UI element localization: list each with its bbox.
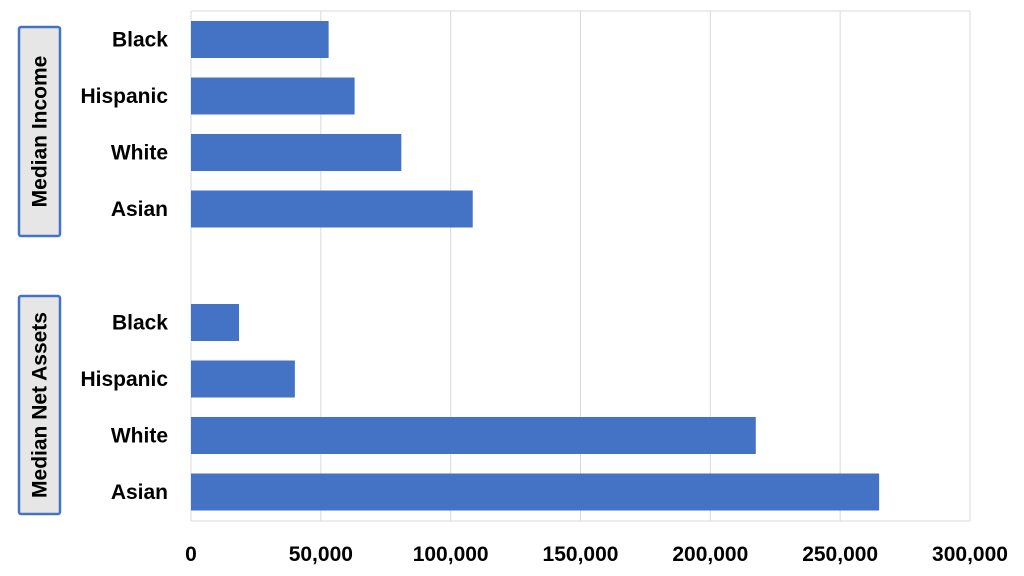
group-label-box (17, 25, 62, 238)
category-labels: Black Hispanic White Asian Black Hispanic Whit… (80, 29, 168, 505)
x-tick-label: 50,000 (289, 543, 353, 566)
bar (191, 134, 402, 171)
category-label: Hispanic (80, 368, 168, 391)
bar (191, 417, 756, 454)
x-axis-tick-labels: 0 50,000 100,000 150,000 200,000 250,000 300,0… (185, 543, 1008, 566)
bar (191, 304, 240, 341)
category-label: Black (112, 29, 168, 52)
category-label: Hispanic (80, 85, 168, 108)
x-tick-label: 250,000 (802, 543, 878, 566)
category-label: Asian (111, 481, 168, 504)
x-tick-label: 100,000 (413, 543, 489, 566)
bar (191, 21, 329, 58)
category-label: Black (112, 312, 168, 335)
bar (191, 190, 473, 228)
bar (191, 360, 295, 398)
x-tick-label: 150,000 (543, 543, 619, 566)
group-label: Median Net Assets (29, 312, 52, 498)
bars (191, 21, 880, 511)
group-label-box (17, 294, 62, 516)
bar (191, 77, 355, 115)
category-label: Asian (111, 198, 168, 221)
bar (191, 473, 880, 511)
x-tick-label: 200,000 (672, 543, 748, 566)
group-label: Median Income (29, 56, 52, 208)
group-labels: Median Income Median Net Assets (17, 25, 62, 516)
x-tick-label: 0 (185, 543, 197, 566)
x-tick-label: 300,000 (932, 543, 1008, 566)
category-label: White (111, 425, 168, 448)
category-label: White (111, 142, 168, 165)
